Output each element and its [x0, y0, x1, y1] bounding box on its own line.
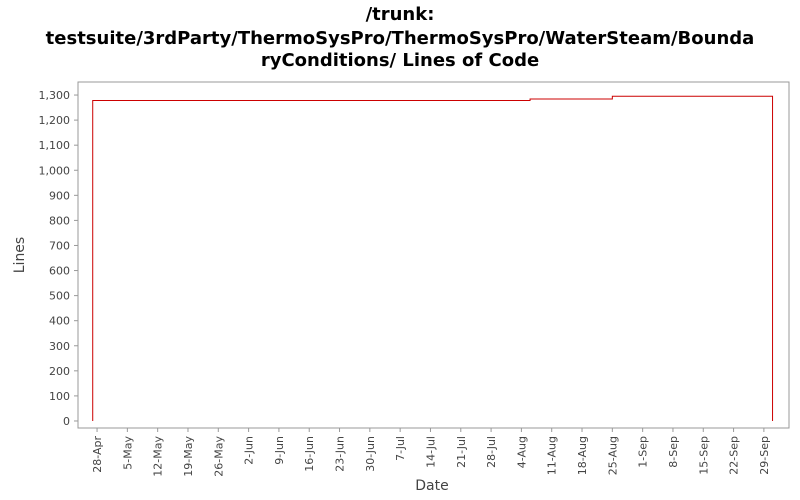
x-tick-label: 29-Sep [758, 436, 771, 475]
x-tick-label: 5-May [121, 436, 134, 470]
x-tick-label: 1-Sep [637, 436, 650, 468]
chart-title: /trunk: [366, 4, 435, 25]
x-tick-label: 28-Apr [91, 436, 104, 473]
chart-title: testsuite/3rdParty/ThermoSysPro/ThermoSy… [46, 28, 755, 49]
x-tick-label: 23-Jun [334, 436, 347, 472]
y-tick-label: 800 [49, 214, 70, 227]
y-tick-label: 500 [49, 290, 70, 303]
y-tick-label: 400 [49, 315, 70, 328]
x-tick-label: 25-Aug [606, 436, 619, 475]
y-tick-label: 700 [49, 239, 70, 252]
x-tick-label: 8-Sep [667, 436, 680, 468]
x-tick-label: 4-Aug [515, 436, 528, 468]
x-tick-label: 2-Jun [243, 436, 256, 465]
plot-area [77, 81, 790, 429]
chart-title: ryConditions/ Lines of Code [261, 50, 539, 71]
x-tick-label: 11-Aug [546, 436, 559, 475]
x-tick-label: 15-Sep [697, 436, 710, 475]
x-tick-label: 28-Jul [485, 436, 498, 468]
x-tick-label: 19-May [182, 436, 195, 477]
y-tick-label: 1,000 [39, 164, 71, 177]
y-tick-label: 200 [49, 365, 70, 378]
y-tick-label: 1,100 [39, 139, 71, 152]
x-tick-label: 30-Jun [364, 436, 377, 472]
y-tick-label: 900 [49, 189, 70, 202]
x-tick-label: 22-Sep [728, 436, 741, 475]
x-tick-label: 18-Aug [576, 436, 589, 475]
x-tick-label: 21-Jul [455, 436, 468, 468]
y-tick-label: 600 [49, 265, 70, 278]
x-axis-title: Date [415, 478, 448, 494]
y-tick-label: 1,300 [39, 89, 71, 102]
x-tick-label: 9-Jun [273, 436, 286, 465]
x-tick-label: 14-Jul [424, 436, 437, 468]
y-tick-label: 100 [49, 390, 70, 403]
x-tick-label: 12-May [152, 436, 165, 477]
x-tick-label: 16-Jun [303, 436, 316, 472]
y-axis-title: Lines [12, 237, 28, 273]
y-tick-label: 1,200 [39, 114, 71, 127]
x-tick-label: 26-May [212, 436, 225, 477]
x-tick-label: 7-Jul [394, 436, 407, 461]
y-tick-label: 0 [63, 415, 70, 428]
line-series [92, 95, 774, 421]
y-tick-label: 300 [49, 340, 70, 353]
